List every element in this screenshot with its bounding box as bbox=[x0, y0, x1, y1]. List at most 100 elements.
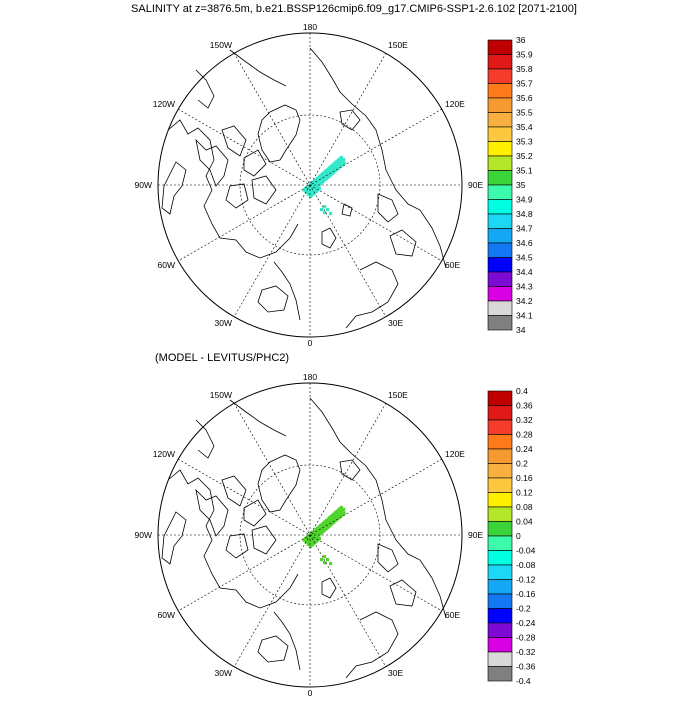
bottom-colorbar-tick-label: -0.2 bbox=[516, 604, 531, 614]
top-colorbar-tick-label: 35.8 bbox=[516, 64, 533, 74]
bottom-lon-label-120e: 120E bbox=[445, 449, 465, 459]
bottom-colorbar-tick-label: 0.36 bbox=[516, 401, 533, 411]
top-colorbar-swatch bbox=[487, 242, 513, 258]
bottom-colorbar-tick-label: -0.36 bbox=[516, 662, 536, 672]
top-colorbar-swatch bbox=[487, 300, 513, 316]
bottom-map-panel: (MODEL - LEVITUS/PHC2) bbox=[135, 352, 536, 698]
top-colorbar-swatch bbox=[487, 112, 513, 128]
top-field-cell bbox=[323, 211, 327, 215]
bottom-colorbar-swatch bbox=[487, 463, 513, 479]
bottom-lon-label-30w: 30W bbox=[215, 668, 232, 678]
top-colorbar-swatch bbox=[487, 83, 513, 99]
top-field-cell bbox=[339, 155, 344, 160]
bottom-colorbar-tick-label: 0.04 bbox=[516, 517, 533, 527]
top-field-cell bbox=[342, 161, 346, 165]
top-colorbar-swatch bbox=[487, 39, 513, 55]
bottom-colorbar-swatch bbox=[487, 477, 513, 493]
top-colorbar-tick-label: 34.4 bbox=[516, 267, 533, 277]
bottom-field-cell bbox=[317, 536, 321, 541]
bottom-colorbar: 0.4 0.36 0.32 0.28 0.24 0.2 0.16 0.12 0.08 0.04 0 -… bbox=[487, 386, 536, 686]
bottom-colorbar-swatch bbox=[487, 550, 513, 566]
top-map-boundary bbox=[157, 32, 463, 338]
bottom-colorbar-tick-label: -0.16 bbox=[516, 589, 536, 599]
top-colorbar-tick-label: 34.6 bbox=[516, 238, 533, 248]
top-map-panel: SALINITY at z=3876.5m, b.e21.BSSP126cmip… bbox=[131, 3, 577, 348]
top-colorbar-swatch bbox=[487, 257, 513, 273]
top-lon-label-180: 180 bbox=[303, 22, 317, 32]
bottom-field-cell bbox=[342, 511, 346, 515]
bottom-colorbar-swatch bbox=[487, 593, 513, 609]
top-colorbar-swatch bbox=[487, 68, 513, 84]
bottom-field-cell bbox=[342, 508, 346, 512]
top-colorbar-tick-label: 34.2 bbox=[516, 296, 533, 306]
bottom-colorbar-swatch bbox=[487, 564, 513, 580]
top-colorbar-tick-label: 34.3 bbox=[516, 282, 533, 292]
top-graticule bbox=[158, 33, 462, 337]
top-lon-label-120w: 120W bbox=[153, 99, 175, 109]
bottom-colorbar-tick-label: 0.4 bbox=[516, 386, 528, 396]
bottom-colorbar-tick-label: -0.32 bbox=[516, 647, 536, 657]
top-colorbar-tick-label: 35.7 bbox=[516, 79, 533, 89]
top-colorbar-swatch bbox=[487, 228, 513, 244]
bottom-lon-label-120w: 120W bbox=[153, 449, 175, 459]
bottom-longitude-labels: 180 0 90W 90E 150W 120W 150E 120E 60W 30… bbox=[135, 372, 484, 698]
bottom-field-cell bbox=[323, 555, 327, 559]
bottom-colorbar-swatch bbox=[487, 390, 513, 406]
top-colorbar-tick-label: 35 bbox=[516, 180, 526, 190]
top-lon-label-60e: 60E bbox=[445, 260, 460, 270]
bottom-colorbar-tick-label: -0.24 bbox=[516, 618, 536, 628]
bottom-colorbar-tick-label: -0.12 bbox=[516, 575, 536, 585]
bottom-colorbar-tick-label: -0.04 bbox=[516, 546, 536, 556]
bottom-colorbar-tick-label: 0.08 bbox=[516, 502, 533, 512]
top-colorbar-swatch bbox=[487, 141, 513, 157]
bottom-colorbar-swatch bbox=[487, 579, 513, 595]
top-colorbar-swatch bbox=[487, 199, 513, 215]
top-colorbar-tick-label: 34.1 bbox=[516, 311, 533, 321]
top-polar-map bbox=[157, 32, 463, 338]
bottom-colorbar-swatch bbox=[487, 419, 513, 435]
top-lon-label-60w: 60W bbox=[158, 260, 175, 270]
top-colorbar-tick-label: 35.6 bbox=[516, 93, 533, 103]
bottom-colorbar-tick-label: 0 bbox=[516, 531, 521, 541]
bottom-field-cell bbox=[320, 558, 324, 562]
bottom-map-boundary bbox=[157, 382, 463, 688]
top-colorbar-tick-label: 35.3 bbox=[516, 137, 533, 147]
bottom-lon-label-150w: 150W bbox=[210, 390, 232, 400]
top-lon-label-90e: 90E bbox=[468, 180, 483, 190]
bottom-lon-label-0: 0 bbox=[308, 688, 313, 698]
top-field-cell bbox=[329, 212, 333, 216]
top-lon-label-0: 0 bbox=[308, 338, 313, 348]
top-colorbar-tick-label: 34.8 bbox=[516, 209, 533, 219]
top-lon-label-30w: 30W bbox=[215, 318, 232, 328]
bottom-field-cell bbox=[329, 562, 333, 566]
bottom-colorbar-tick-label: 0.2 bbox=[516, 459, 528, 469]
top-lon-label-150w: 150W bbox=[210, 40, 232, 50]
bottom-colorbar-swatch bbox=[487, 637, 513, 653]
top-colorbar-tick-label: 35.5 bbox=[516, 108, 533, 118]
top-colorbar-swatch bbox=[487, 155, 513, 171]
bottom-land-outlines bbox=[161, 397, 447, 679]
bottom-colorbar-tick-label: -0.28 bbox=[516, 633, 536, 643]
bottom-colorbar-swatch bbox=[487, 521, 513, 537]
bottom-colorbar-tick-label: 0.28 bbox=[516, 430, 533, 440]
bottom-lon-label-60e: 60E bbox=[445, 610, 460, 620]
top-colorbar-tick-label: 36 bbox=[516, 35, 526, 45]
bottom-field-cell bbox=[326, 558, 330, 562]
top-colorbar-tick-label: 35.9 bbox=[516, 50, 533, 60]
top-colorbar-swatch bbox=[487, 315, 513, 331]
top-colorbar-tick-label: 34.9 bbox=[516, 195, 533, 205]
bottom-lon-label-90e: 90E bbox=[468, 530, 483, 540]
bottom-colorbar-tick-label: -0.08 bbox=[516, 560, 536, 570]
top-field-cell bbox=[323, 205, 327, 209]
top-colorbar: 36 35.9 35.8 35.7 35.6 35.5 35.4 35.3 35.2 35.1 35… bbox=[487, 35, 533, 335]
bottom-graticule bbox=[158, 383, 462, 687]
bottom-colorbar-swatch bbox=[487, 492, 513, 508]
bottom-colorbar-tick-label: 0.16 bbox=[516, 473, 533, 483]
bottom-colorbar-swatch bbox=[487, 666, 513, 682]
top-colorbar-tick-label: 34.5 bbox=[516, 253, 533, 263]
top-field-cell bbox=[326, 208, 330, 212]
bottom-colorbar-swatch bbox=[487, 434, 513, 450]
top-colorbar-swatch bbox=[487, 271, 513, 287]
top-field-cell bbox=[317, 186, 321, 191]
